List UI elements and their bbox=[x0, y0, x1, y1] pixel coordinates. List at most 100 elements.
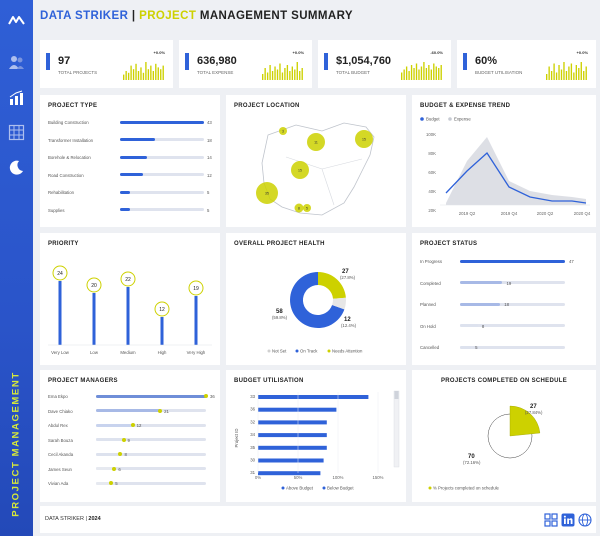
bar-value: 6 bbox=[118, 466, 121, 472]
location-bubble[interactable]: 15 bbox=[355, 130, 373, 148]
y-tick: 100K bbox=[426, 132, 436, 137]
spark-bar bbox=[403, 69, 405, 80]
kpi-change: +0.0% bbox=[292, 50, 304, 55]
bar-track bbox=[120, 190, 204, 194]
bar-row[interactable]: Cancelled 5 bbox=[412, 345, 596, 353]
globe-icon[interactable] bbox=[578, 513, 592, 527]
location-bubble[interactable]: 8 bbox=[294, 203, 304, 213]
bar-track bbox=[120, 208, 204, 211]
bubble-label: 11 bbox=[314, 141, 318, 145]
bar-value: 5 bbox=[207, 207, 210, 213]
bar-fill bbox=[460, 302, 501, 306]
logo-icon[interactable] bbox=[8, 12, 25, 29]
bar-row[interactable]: Borehole & Relocation 14 bbox=[40, 155, 220, 163]
priority-bar[interactable] bbox=[160, 317, 164, 345]
spark-bar bbox=[415, 63, 418, 80]
spark-bar bbox=[550, 71, 553, 80]
bar-fill bbox=[96, 438, 124, 441]
table-icon[interactable] bbox=[8, 124, 25, 141]
bar-dot bbox=[118, 452, 123, 456]
util-bar[interactable] bbox=[258, 420, 327, 425]
bar-chart-icon[interactable] bbox=[8, 90, 25, 107]
bar-value: 21 bbox=[164, 408, 169, 414]
spark-bar bbox=[296, 62, 298, 80]
bar-row[interactable]: James Seun 6 bbox=[40, 466, 220, 475]
bar-track bbox=[120, 173, 204, 176]
bar-row[interactable]: Rehabilitation 5 bbox=[40, 190, 220, 198]
bar-row[interactable]: Planned 18 bbox=[412, 302, 596, 310]
budget-utilisation-card: BUDGET UTILISATION Project ID Above Budg… bbox=[226, 370, 406, 502]
util-bar[interactable] bbox=[258, 458, 324, 463]
priority-bar[interactable] bbox=[126, 287, 130, 345]
spark-bar bbox=[413, 68, 415, 80]
kpi-change: +0.0% bbox=[576, 50, 588, 55]
util-bar[interactable] bbox=[258, 471, 321, 476]
moon-icon[interactable] bbox=[8, 159, 25, 176]
location-bubble[interactable]: 35 bbox=[256, 182, 278, 204]
priority-card: PRIORITY 24 Very Low 20 Low 22 Medium 12 High 19… bbox=[40, 233, 220, 365]
spark-bar bbox=[284, 68, 286, 80]
bar-row[interactable]: Building Construction 43 bbox=[40, 120, 220, 128]
bar-fill bbox=[96, 423, 133, 427]
bar-row[interactable]: Completed 19 bbox=[412, 281, 596, 289]
priority-bar[interactable] bbox=[92, 293, 96, 345]
kpi-card-total-expense: 636,980 TOTAL EXPENSE +0.0% bbox=[179, 40, 312, 88]
bar-fill bbox=[120, 208, 130, 211]
donut-on-track[interactable] bbox=[290, 272, 345, 328]
location-bubble[interactable]: 3 bbox=[279, 127, 287, 135]
card-title: BUDGET & EXPENSE TREND bbox=[420, 103, 511, 109]
spark-bar bbox=[286, 65, 289, 80]
spark-bar bbox=[147, 69, 150, 80]
bar-label: James Seun bbox=[48, 466, 72, 472]
bar-dot bbox=[158, 408, 163, 413]
bar-row[interactable]: Sarah Bouza 9 bbox=[40, 437, 220, 446]
util-bar[interactable] bbox=[258, 407, 337, 412]
spark-bar bbox=[142, 72, 145, 80]
budget-trend-card: BUDGET & EXPENSE TREND Budget Expense 10… bbox=[412, 95, 596, 227]
card-title: PROJECT MANAGERS bbox=[48, 378, 118, 384]
row-id: 33 bbox=[250, 394, 255, 399]
bar-row[interactable]: Cecil Akanda 8 bbox=[40, 452, 220, 460]
bar-row[interactable]: Road Construction 12 bbox=[40, 173, 220, 181]
bar-value: 5 bbox=[207, 190, 210, 195]
bar-row[interactable]: Transformer Installation 18 bbox=[40, 138, 220, 146]
users-icon[interactable] bbox=[8, 54, 25, 71]
donut-needs-attention[interactable] bbox=[318, 272, 346, 299]
bar-row[interactable]: Supplies 5 bbox=[40, 208, 220, 216]
pie-on-schedule[interactable] bbox=[509, 405, 541, 437]
bar-label: Cancelled bbox=[420, 345, 440, 350]
bubble-label: 8 bbox=[298, 207, 300, 211]
bar-fill bbox=[460, 259, 565, 263]
priority-bar[interactable] bbox=[58, 281, 62, 345]
bar-track bbox=[96, 481, 206, 485]
donut-other[interactable] bbox=[332, 297, 347, 310]
grid-icon[interactable] bbox=[544, 513, 558, 527]
priority-label: Medium bbox=[120, 350, 136, 355]
legend-above-budget: Above Budget bbox=[286, 486, 314, 491]
spark-bar bbox=[418, 69, 420, 80]
bar-row[interactable]: Ema Ekpo 36 bbox=[40, 394, 220, 402]
bar-row[interactable]: In Progress 47 bbox=[412, 259, 596, 267]
scrollbar[interactable] bbox=[393, 390, 400, 468]
bar-row[interactable]: Dave Chiako 21 bbox=[40, 408, 220, 417]
bar-row[interactable]: On Hold 8 bbox=[412, 324, 596, 332]
bar-fill bbox=[120, 120, 204, 124]
card-title: PRIORITY bbox=[48, 241, 79, 247]
location-bubble[interactable]: 11 bbox=[307, 133, 325, 151]
util-bar[interactable] bbox=[258, 433, 327, 438]
bar-row[interactable]: Vivian Ada 5 bbox=[40, 481, 220, 489]
bar-label: Dave Chiako bbox=[48, 408, 73, 414]
bar-row[interactable]: Abdul Rex 12 bbox=[40, 423, 220, 431]
linkedin-icon[interactable] bbox=[561, 513, 575, 527]
card-title: OVERALL PROJECT HEALTH bbox=[234, 241, 325, 247]
bar-value: 47 bbox=[569, 259, 574, 264]
page-title: DATA STRIKER | PROJECT MANAGEMENT SUMMAR… bbox=[40, 10, 353, 22]
util-bar[interactable] bbox=[258, 395, 369, 399]
priority-bar[interactable] bbox=[194, 296, 198, 345]
bar-track bbox=[96, 437, 206, 442]
util-bar[interactable] bbox=[258, 445, 327, 450]
location-bubble[interactable]: 5 bbox=[303, 204, 311, 212]
scrollbar-thumb[interactable] bbox=[394, 391, 399, 399]
location-bubble[interactable]: 15 bbox=[291, 161, 309, 179]
spark-bar bbox=[274, 66, 276, 80]
